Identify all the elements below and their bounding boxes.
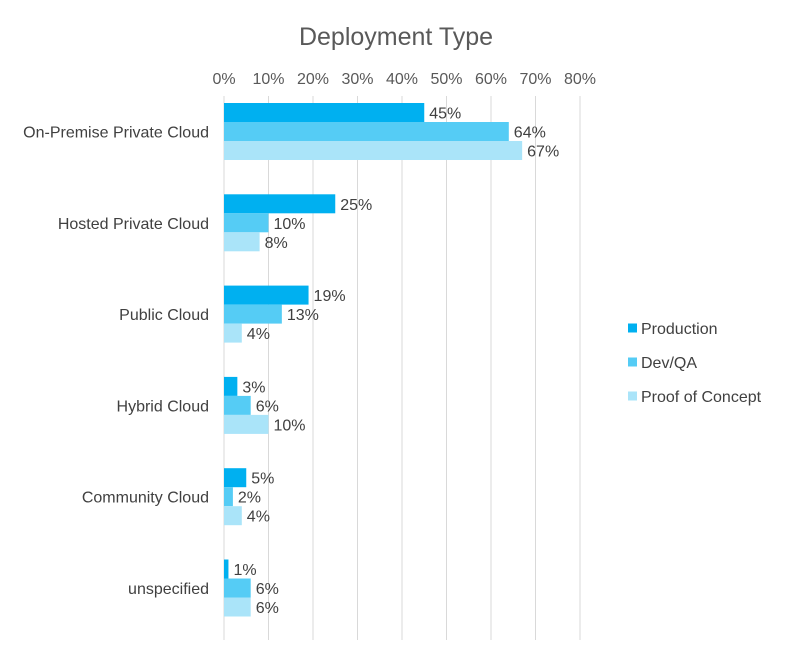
bar-production — [224, 468, 247, 488]
data-label: 4% — [247, 509, 270, 526]
bar-production — [224, 376, 238, 396]
category-label: On-Premise Private Cloud — [23, 125, 209, 142]
bar-proof-of-concept — [224, 414, 269, 434]
legend[interactable]: Production Dev/QA Proof of Concept — [628, 321, 762, 406]
data-label: 8% — [265, 235, 288, 252]
data-label: 10% — [274, 417, 306, 434]
legend-label-proof-of-concept[interactable]: Proof of Concept — [641, 389, 762, 406]
bar-proof-of-concept — [224, 597, 251, 617]
data-label: 6% — [256, 600, 279, 617]
x-tick-label: 10% — [252, 71, 284, 88]
data-label: 13% — [287, 307, 319, 324]
legend-label-production[interactable]: Production — [641, 321, 718, 338]
bar-dev-qa — [224, 304, 282, 324]
data-label: 1% — [233, 562, 256, 579]
category-label: Hybrid Cloud — [117, 398, 209, 415]
data-labels: 45% 64% 67% 25% 10% 8% 19% 13% 4% 3% 6% 10% 5% 2% 4% 1%… — [233, 106, 559, 618]
category-labels: On-Premise Private Cloud Hosted Private C… — [23, 125, 209, 599]
data-label: 10% — [274, 216, 306, 233]
category-label: Public Cloud — [119, 307, 209, 324]
data-label: 5% — [251, 471, 274, 488]
x-tick-label: 30% — [341, 71, 373, 88]
bar-production — [224, 559, 229, 579]
data-label: 6% — [256, 398, 279, 415]
gridlines — [223, 96, 581, 640]
x-tick-label: 80% — [564, 71, 596, 88]
x-tick-label: 60% — [475, 71, 507, 88]
bar-production — [224, 194, 336, 214]
category-label: unspecified — [128, 581, 209, 598]
chart-title: Deployment Type — [299, 23, 493, 51]
data-label: 64% — [514, 125, 546, 142]
data-label: 19% — [314, 288, 346, 305]
bar-dev-qa — [224, 122, 509, 141]
legend-swatch-production[interactable] — [628, 323, 637, 333]
bar-dev-qa — [224, 213, 269, 233]
data-label: 4% — [247, 326, 270, 343]
x-axis-ticks: 0% 10% 20% 30% 40% 50% 60% 70% 80% — [212, 71, 596, 88]
data-label: 45% — [429, 106, 461, 123]
legend-swatch-dev-qa[interactable] — [628, 357, 637, 367]
bar-production — [224, 103, 425, 122]
x-tick-label: 20% — [297, 71, 329, 88]
bar-dev-qa — [224, 487, 233, 507]
bars — [224, 103, 523, 617]
bar-proof-of-concept — [224, 323, 242, 343]
data-label: 3% — [242, 379, 265, 396]
category-label: Hosted Private Cloud — [58, 216, 209, 233]
data-label: 25% — [340, 197, 372, 214]
x-tick-label: 0% — [212, 71, 235, 88]
data-label: 2% — [238, 490, 261, 507]
data-label: 6% — [256, 581, 279, 598]
bar-dev-qa — [224, 578, 251, 598]
bar-proof-of-concept — [224, 506, 242, 526]
data-label: 67% — [527, 144, 559, 161]
bar-proof-of-concept — [224, 232, 260, 252]
x-tick-label: 40% — [386, 71, 418, 88]
legend-label-dev-qa[interactable]: Dev/QA — [641, 355, 697, 372]
x-tick-label: 70% — [519, 71, 551, 88]
bar-production — [224, 285, 309, 305]
bar-dev-qa — [224, 395, 251, 415]
category-label: Community Cloud — [82, 490, 209, 507]
x-tick-label: 50% — [430, 71, 462, 88]
legend-swatch-proof-of-concept[interactable] — [628, 391, 637, 401]
bar-proof-of-concept — [224, 141, 523, 160]
